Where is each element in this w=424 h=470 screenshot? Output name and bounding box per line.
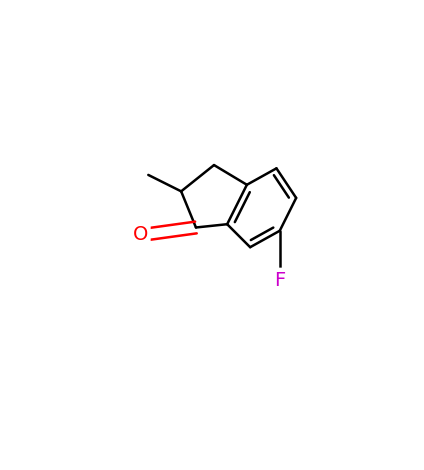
Text: F: F <box>274 271 285 290</box>
Text: O: O <box>132 225 148 243</box>
